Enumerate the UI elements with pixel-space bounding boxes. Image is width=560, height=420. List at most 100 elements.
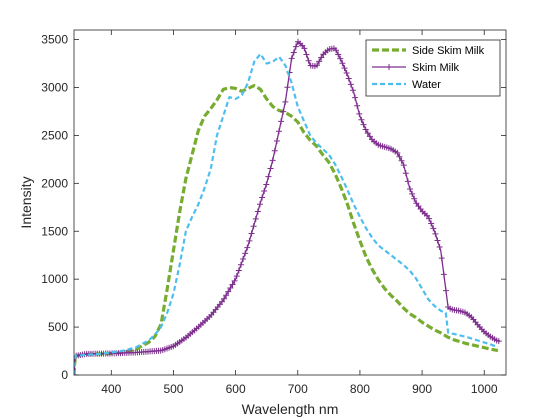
series-marker: [352, 94, 359, 101]
series-marker: [218, 298, 225, 305]
series-marker: [280, 108, 287, 115]
series-skim-milk: [74, 38, 502, 375]
series-marker: [252, 215, 259, 222]
series-marker: [345, 75, 352, 82]
series-marker: [402, 170, 409, 177]
axes-layer: 400 500 600 700 800 900 1000 0 500 1000 1500 2000 25…: [18, 29, 507, 417]
series-marker: [440, 271, 447, 278]
x-tick-label: 900: [412, 382, 432, 396]
series-line: [74, 83, 499, 375]
series-marker: [267, 165, 274, 172]
series-marker: [356, 110, 363, 117]
series-marker: [407, 185, 414, 192]
series-marker: [495, 338, 502, 345]
legend-item: Water: [372, 79, 441, 91]
series-marker: [409, 190, 416, 197]
legend-marker: [386, 64, 392, 70]
series-marker: [244, 244, 251, 251]
plot-frame: [73, 29, 507, 376]
series-marker: [394, 149, 401, 156]
series-marker: [335, 51, 342, 58]
series-marker: [265, 173, 272, 180]
y-tick-label: 500: [48, 320, 68, 334]
y-tick-label: 3000: [41, 81, 68, 95]
series-water: [74, 52, 499, 375]
legend-item: Skim Milk: [372, 62, 460, 74]
series-marker: [428, 220, 435, 227]
series-marker: [221, 295, 228, 302]
series-marker: [263, 181, 270, 188]
series-marker: [362, 126, 369, 133]
series-marker: [233, 273, 240, 280]
series-marker: [288, 55, 295, 62]
series-marker: [273, 137, 280, 144]
y-tick-label: 1500: [41, 224, 68, 238]
series-marker: [337, 55, 344, 62]
series-marker: [339, 60, 346, 67]
series-marker: [303, 51, 310, 58]
x-tick-label: 400: [101, 382, 121, 396]
series-side-skim-milk: [74, 83, 499, 375]
y-tick-label: 3500: [41, 33, 68, 47]
series-marker: [396, 153, 403, 160]
legend-label: Skim Milk: [412, 62, 460, 74]
series-marker: [343, 70, 350, 77]
y-tick-label: 2000: [41, 176, 68, 190]
series-marker: [442, 287, 449, 294]
y-tick-label: 0: [61, 368, 68, 382]
legend-label: Side Skim Milk: [412, 45, 485, 57]
x-tick-label: 800: [350, 382, 370, 396]
series-marker: [282, 98, 289, 105]
series-marker: [436, 243, 443, 250]
y-axis-label: Intensity: [18, 176, 34, 228]
series-marker: [314, 62, 321, 69]
series-marker: [341, 65, 348, 72]
series-marker: [235, 267, 242, 274]
legend-item: Side Skim Milk: [372, 45, 485, 57]
series-marker: [284, 84, 291, 91]
series-marker: [349, 87, 356, 94]
series-marker: [248, 230, 255, 237]
x-tick-label: 600: [226, 382, 246, 396]
series-marker: [290, 49, 297, 56]
series-marker: [434, 237, 441, 244]
series-marker: [240, 256, 247, 263]
series-marker: [366, 133, 373, 140]
series-marker: [438, 255, 445, 262]
series-marker: [227, 285, 234, 292]
series-marker: [430, 225, 437, 232]
series-marker: [364, 130, 371, 137]
series-marker: [254, 208, 261, 215]
series-marker: [292, 43, 299, 50]
y-tick-label: 1000: [41, 272, 68, 286]
series-marker: [411, 195, 418, 202]
series-marker: [242, 250, 249, 257]
series-marker: [223, 292, 230, 299]
x-tick-label: 700: [288, 382, 308, 396]
series-marker: [271, 147, 278, 154]
series-marker: [432, 230, 439, 237]
series-marker: [275, 128, 282, 135]
series-marker: [426, 215, 433, 222]
series-marker: [250, 223, 257, 230]
series-marker: [316, 58, 323, 65]
series-marker: [400, 162, 407, 169]
series-marker: [354, 102, 361, 109]
series-marker: [318, 54, 325, 61]
series-marker: [333, 47, 340, 54]
series-marker: [305, 57, 312, 64]
x-tick-label: 1000: [471, 382, 498, 396]
series-marker: [269, 157, 276, 164]
series-marker: [237, 261, 244, 268]
series-marker: [261, 188, 268, 194]
series-marker: [246, 237, 253, 244]
series-marker: [301, 45, 308, 52]
series-marker: [259, 194, 266, 201]
series-marker: [225, 288, 232, 295]
series-layer: [74, 38, 502, 375]
y-tick-label: 2500: [41, 128, 68, 142]
series-marker: [398, 157, 405, 164]
series-marker: [360, 121, 367, 128]
